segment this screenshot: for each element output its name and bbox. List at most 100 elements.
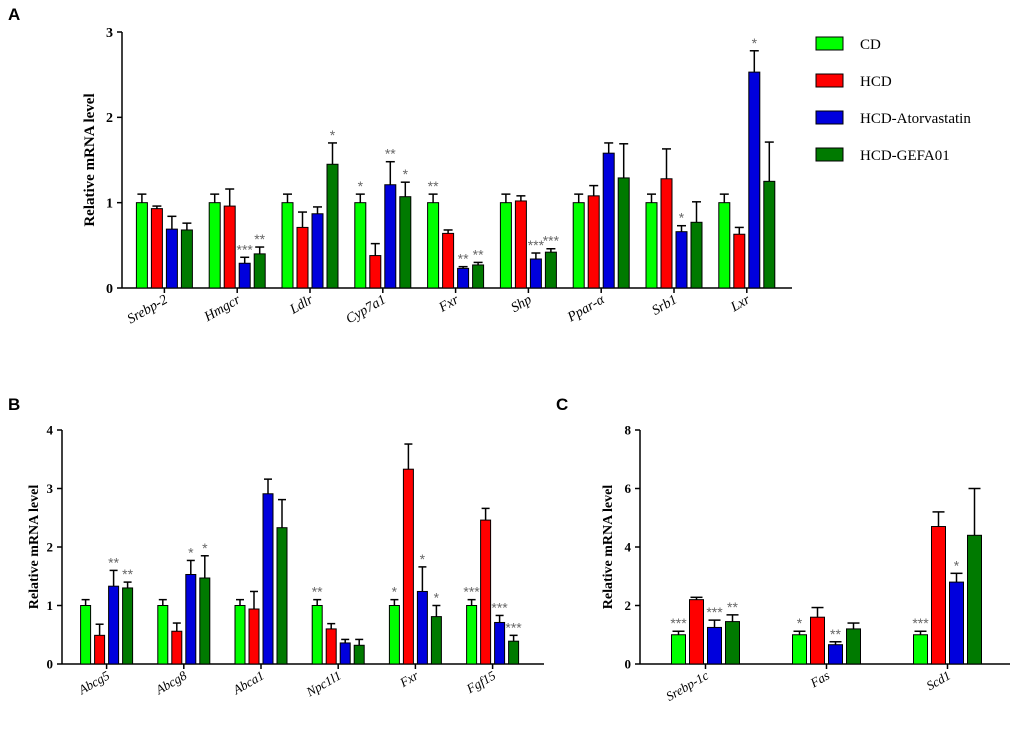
legend-swatch-cd bbox=[815, 36, 844, 51]
panel-c-category-label-scd1: Scd1 bbox=[924, 668, 953, 694]
legend-swatch-hcd-gefa01 bbox=[815, 147, 844, 162]
panel-a-bar-ldlr-hcd-gefa01-significance: * bbox=[330, 127, 336, 143]
panel-a-y-tick-label: 1 bbox=[106, 197, 113, 212]
panel-b-bar-abcg8-hcd-atorvastatin-significance: * bbox=[188, 544, 194, 560]
panel-b-bar-fgf15-hcd bbox=[480, 519, 492, 665]
panel-a-bar-srebp-2-cd bbox=[135, 202, 148, 289]
panel-c-bar-srebp-1c-hcd-gefa01-significance: ** bbox=[727, 599, 738, 615]
panel-c-bar-scd1-hcd-atorvastatin bbox=[949, 581, 964, 665]
panel-b-category-label-npc1l1: Npc1l1 bbox=[303, 668, 344, 700]
panel-a-bar-hmgcr-hcd-gefa01 bbox=[253, 253, 266, 289]
panel-b-bar-abcg5-hcd-gefa01-significance: ** bbox=[122, 566, 133, 582]
panel-b-bar-abcg5-hcd bbox=[94, 634, 106, 665]
panel-a-bar-hmgcr-hcd-atorvastatin-significance: *** bbox=[237, 241, 254, 257]
panel-c-bar-fas-hcd-atorvastatin bbox=[828, 644, 843, 665]
panel-b-bar-npc1l1-cd-significance: ** bbox=[312, 584, 323, 600]
panel-a-category-label-ldlr: Ldlr bbox=[287, 292, 317, 318]
panel-b-bar-fgf15-hcd-atorvastatin-significance: *** bbox=[491, 599, 508, 615]
panel-a-bar-fxr-cd bbox=[427, 202, 440, 289]
panel-c-bar-srebp-1c-cd bbox=[671, 634, 686, 665]
panel-a-bar-lxr-hcd bbox=[733, 233, 746, 289]
panel-b-bar-npc1l1-hcd bbox=[325, 628, 337, 665]
panel-c-y-tick-label: 2 bbox=[625, 598, 632, 613]
panel-a-bar-fxr-hcd-atorvastatin bbox=[457, 267, 470, 289]
panel-c-category-label-fas: Fas bbox=[807, 668, 832, 691]
panel-a-bar-srebp-2-hcd-atorvastatin bbox=[165, 228, 178, 289]
panel-a-bar-lxr-hcd-gefa01 bbox=[763, 180, 776, 289]
panel-b-bar-abcg8-cd bbox=[157, 605, 169, 665]
panel-b-y-tick-label: 2 bbox=[47, 540, 54, 555]
panel-c-y-tick-label: 0 bbox=[625, 657, 632, 672]
legend-label-hcd: HCD bbox=[860, 74, 892, 90]
panel-a-bar-shp-cd bbox=[499, 202, 512, 289]
panel-b-y-tick-label: 1 bbox=[47, 598, 54, 613]
panel-b-bar-npc1l1-hcd-gefa01 bbox=[353, 644, 365, 665]
panel-b-bar-fgf15-hcd-atorvastatin bbox=[494, 621, 506, 665]
panel-a-category-label-lxr: Lxr bbox=[728, 292, 754, 315]
panel-c-y-tick-label: 6 bbox=[625, 481, 632, 496]
legend-swatch-hcd-atorvastatin bbox=[815, 110, 844, 125]
panel-b-bar-abcg5-hcd-atorvastatin-significance: ** bbox=[108, 554, 119, 570]
panel-a-bar-srb1-cd bbox=[645, 202, 658, 289]
panel-c-bar-srebp-1c-hcd-atorvastatin bbox=[707, 626, 722, 665]
panel-c-y-tick-label: 8 bbox=[625, 423, 632, 438]
panel-a-category-label-hmgcr: Hmgcr bbox=[201, 292, 244, 325]
panel-b-bar-fxr-cd-significance: * bbox=[392, 584, 398, 600]
panel-c-bar-scd1-cd-significance: *** bbox=[912, 615, 929, 631]
panel-a-bar-cyp7a1-cd-significance: * bbox=[358, 178, 364, 194]
panel-a-bar-lxr-hcd-atorvastatin bbox=[748, 71, 761, 289]
panel-a-bar-shp-hcd-gefa01 bbox=[544, 251, 557, 289]
panel-c-bar-srebp-1c-hcd bbox=[689, 599, 704, 665]
panel-a-y-axis-title: Relative mRNA level bbox=[82, 93, 98, 226]
panel-a-bar-hmgcr-hcd-gefa01-significance: ** bbox=[254, 231, 265, 247]
panel-c-bar-fas-cd bbox=[792, 634, 807, 665]
panel-a-bar-fxr-hcd bbox=[442, 232, 455, 289]
panel-a-y-tick-label: 3 bbox=[106, 26, 113, 41]
panel-b-y-tick-label: 4 bbox=[47, 423, 54, 438]
panel-b-bar-fgf15-cd-significance: *** bbox=[463, 584, 480, 600]
panel-b-bar-abcg8-hcd-gefa01-significance: * bbox=[202, 540, 208, 556]
panel-a-bar-cyp7a1-hcd-atorvastatin bbox=[384, 184, 397, 289]
panel-a-bar-shp-hcd-atorvastatin-significance: *** bbox=[528, 237, 545, 253]
panel-a-bar-srebp-2-hcd-gefa01 bbox=[180, 229, 193, 289]
panel-c-bar-scd1-hcd-atorvastatin-significance: * bbox=[954, 557, 960, 573]
panel-a-bar-shp-hcd bbox=[514, 200, 527, 289]
panel-b-bar-fgf15-cd bbox=[466, 605, 478, 665]
panel-b-y-tick-label: 3 bbox=[47, 481, 54, 496]
panel-a-bar-ppar-hcd-atorvastatin bbox=[602, 152, 615, 289]
panel-a-bar-fxr-hcd-atorvastatin-significance: ** bbox=[458, 251, 469, 267]
panel-c-bar-fas-cd-significance: * bbox=[797, 615, 803, 631]
panel-b-bar-abcg5-hcd-atorvastatin bbox=[108, 585, 120, 665]
panel-a-category-label-ppar: Ppar-α bbox=[564, 292, 607, 326]
panel-a-bar-lxr-hcd-atorvastatin-significance: * bbox=[752, 35, 758, 51]
panel-a-category-label-srebp-2: Srebp-2 bbox=[125, 292, 170, 327]
legend-swatch-hcd bbox=[815, 73, 844, 88]
panel-b-bar-fxr-hcd-atorvastatin-significance: * bbox=[420, 551, 426, 567]
panel-c-y-axis-title: Relative mRNA level bbox=[601, 485, 616, 610]
panel-b-bar-fxr-hcd-gefa01 bbox=[430, 616, 442, 665]
panel-a-bar-ldlr-hcd-atorvastatin bbox=[311, 213, 324, 289]
panel-a-category-label-fxr: Fxr bbox=[436, 292, 462, 316]
panel-a-bar-ppar-hcd-gefa01 bbox=[617, 177, 630, 289]
panel-a-bar-fxr-cd-significance: ** bbox=[428, 178, 439, 194]
panel-c-bar-fas-hcd bbox=[810, 616, 825, 665]
panel-c-bar-srebp-1c-hcd-atorvastatin-significance: *** bbox=[706, 604, 723, 620]
panel-a-bar-srb1-hcd-atorvastatin-significance: * bbox=[679, 210, 685, 226]
panel-c-category-label-srebp-1c: Srebp-1c bbox=[663, 667, 711, 703]
panel-b-category-label-abca1: Abca1 bbox=[229, 668, 266, 698]
panel-b-bar-abcg8-hcd bbox=[171, 630, 183, 665]
panel-b-bar-fgf15-hcd-gefa01-significance: *** bbox=[505, 619, 522, 635]
panel-a-bar-cyp7a1-hcd-gefa01-significance: * bbox=[403, 166, 409, 182]
panel-b-bar-fxr-cd bbox=[388, 605, 400, 665]
panel-a-category-label-srb1: Srb1 bbox=[650, 292, 680, 318]
panel-a-bar-ldlr-cd bbox=[281, 202, 294, 289]
panel-a-bar-cyp7a1-hcd-atorvastatin-significance: ** bbox=[385, 146, 396, 162]
panel-a-bar-hmgcr-hcd-atorvastatin bbox=[238, 262, 251, 289]
panel-b-bar-abca1-cd bbox=[234, 605, 246, 665]
legend: CD HCD HCD-Atorvastatin HCD-GEFA01 bbox=[815, 36, 971, 164]
